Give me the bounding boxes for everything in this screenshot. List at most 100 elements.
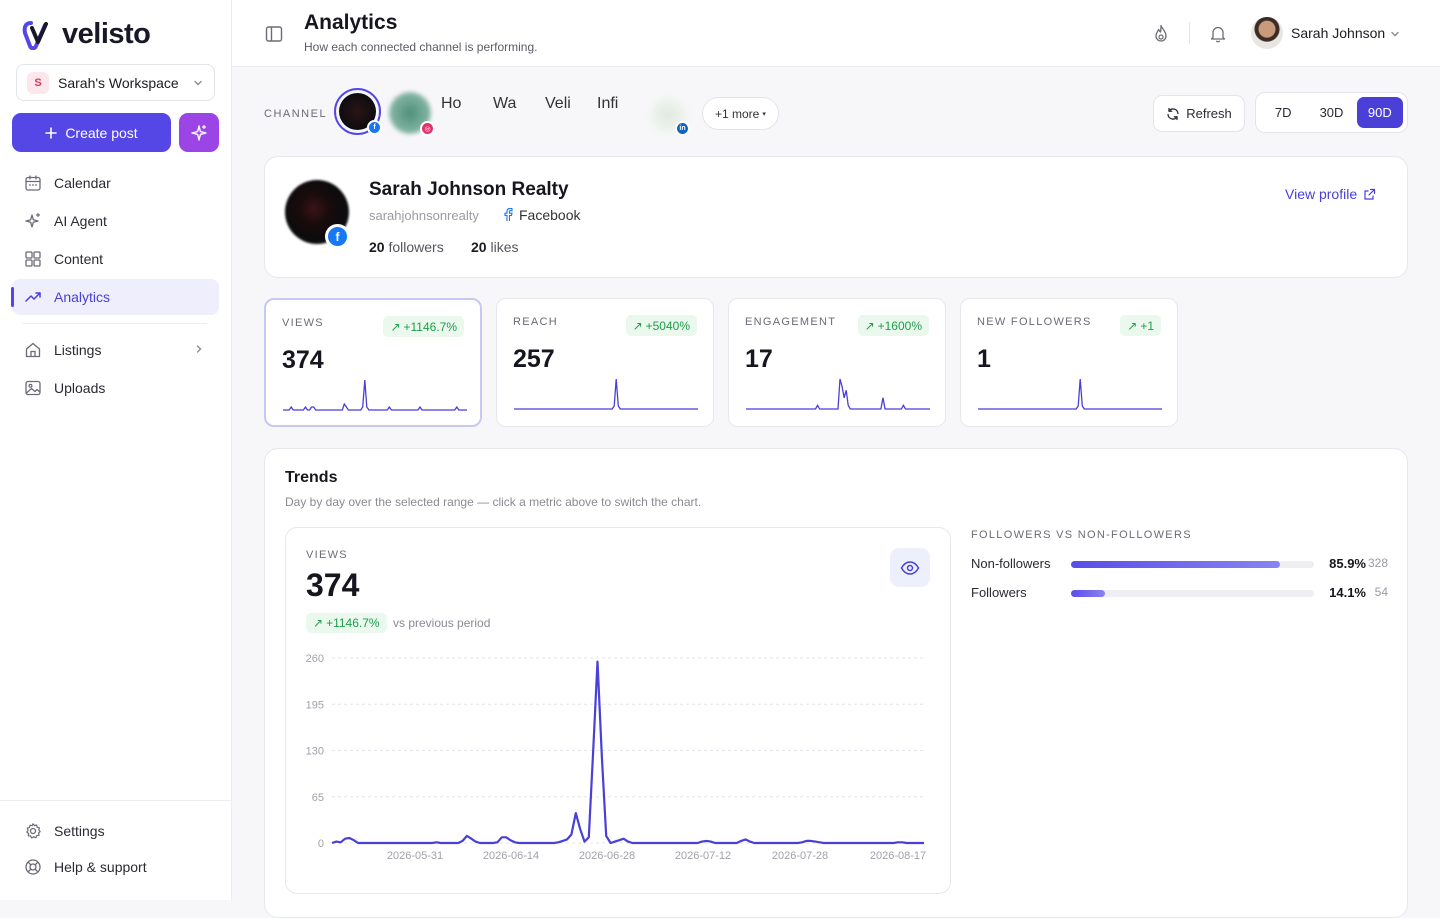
y-tick-label: 130 bbox=[306, 746, 324, 758]
nav-item-uploads[interactable]: Uploads bbox=[12, 370, 219, 406]
nav-label-listings: Listings bbox=[54, 342, 102, 358]
ai-generate-button[interactable] bbox=[179, 113, 219, 152]
audience-bar-fill bbox=[1071, 561, 1280, 568]
caret-down-icon: ▾ bbox=[762, 110, 766, 118]
nav-label-settings: Settings bbox=[54, 823, 105, 839]
likes-label: likes bbox=[490, 239, 519, 255]
metric-delta-value: +1600% bbox=[877, 318, 922, 333]
workspace-name: Sarah's Workspace bbox=[58, 74, 179, 91]
page-subtitle: How each connected channel is performing… bbox=[304, 40, 538, 54]
metric-card-views[interactable]: VIEWS ↗ +1146.7% 374 bbox=[264, 298, 482, 427]
channel-instagram[interactable]: ◎ bbox=[389, 92, 435, 136]
metric-sparkline bbox=[978, 378, 1162, 410]
audience-bar-track bbox=[1071, 561, 1314, 568]
metric-card-new-followers[interactable]: NEW FOLLOWERS ↗ +1 1 bbox=[960, 298, 1178, 427]
audience-bar-track bbox=[1071, 590, 1314, 597]
nav-label-content: Content bbox=[54, 251, 104, 267]
workspace-switcher[interactable]: S Sarah's Workspace bbox=[16, 64, 215, 101]
nav-label-analytics: Analytics bbox=[54, 289, 111, 305]
sidebar-toggle-icon[interactable] bbox=[264, 24, 284, 44]
metric-sparkline bbox=[746, 378, 930, 410]
metric-delta-badge: ↗ +5040% bbox=[625, 315, 697, 336]
channel-linkedin-5[interactable]: in bbox=[649, 96, 690, 136]
channel-label: CHANNEL bbox=[264, 108, 328, 120]
profile-card bbox=[264, 156, 1408, 278]
chart-delta-value: +1146.7% bbox=[326, 616, 380, 630]
create-post-button[interactable]: Create post bbox=[12, 113, 171, 152]
create-post-label: Create post bbox=[65, 124, 138, 141]
profile-platform-label: Facebook bbox=[519, 207, 581, 223]
channel-linkedin-3[interactable]: Veli in bbox=[545, 95, 585, 113]
user-avatar[interactable] bbox=[1251, 17, 1283, 49]
nav-item-analytics[interactable]: Analytics bbox=[11, 279, 219, 315]
metric-sparkline bbox=[283, 379, 467, 411]
visibility-toggle-button[interactable] bbox=[890, 548, 930, 587]
metric-card-reach[interactable]: REACH ↗ +5040% 257 bbox=[496, 298, 714, 427]
audience-row-followers: Followers 14.1% 54 bbox=[971, 585, 1388, 603]
range-7d-button[interactable]: 7D bbox=[1274, 105, 1292, 120]
y-tick-label: 65 bbox=[312, 792, 324, 804]
channel-linkedin-4[interactable]: Infi in bbox=[597, 95, 637, 113]
nav-label-uploads: Uploads bbox=[54, 380, 106, 396]
sparkles-icon bbox=[191, 124, 207, 141]
broken-image-label: Wa bbox=[493, 95, 517, 112]
channel-linkedin-1[interactable]: Ho in bbox=[441, 95, 481, 113]
external-link-icon bbox=[1364, 188, 1376, 200]
plus-icon bbox=[45, 126, 58, 139]
home-icon bbox=[25, 342, 41, 358]
nav-item-ai-agent[interactable]: AI Agent bbox=[12, 203, 219, 239]
x-tick-label: 2026-06-28 bbox=[579, 850, 635, 862]
nav-item-content[interactable]: Content bbox=[12, 241, 219, 277]
audience-row-non-followers: Non-followers 85.9% 328 bbox=[971, 556, 1388, 574]
top-header: Analytics How each connected channel is … bbox=[232, 0, 1440, 67]
range-30d-button[interactable]: 30D bbox=[1319, 105, 1344, 120]
chart-metric-label: VIEWS bbox=[306, 549, 348, 561]
page-title: Analytics bbox=[304, 11, 398, 34]
sparkles-icon bbox=[25, 212, 41, 228]
nav-item-listings[interactable]: Listings bbox=[12, 332, 219, 368]
header-divider bbox=[1189, 22, 1190, 44]
audience-row-label: Followers bbox=[971, 585, 1027, 600]
followers-stat: 20 followers bbox=[369, 239, 444, 255]
likes-count: 20 bbox=[471, 239, 487, 255]
nav-item-calendar[interactable]: Calendar bbox=[12, 165, 219, 201]
y-tick-label: 195 bbox=[306, 699, 324, 711]
chevron-down-icon bbox=[194, 80, 202, 85]
sidebar: velisto S Sarah's Workspace Create post … bbox=[0, 0, 232, 900]
flame-icon[interactable] bbox=[1152, 24, 1170, 44]
followers-count: 20 bbox=[369, 239, 385, 255]
view-profile-link[interactable]: View profile bbox=[1285, 186, 1376, 202]
metric-delta-value: +5040% bbox=[645, 318, 690, 333]
range-90d-button[interactable]: 90D bbox=[1356, 97, 1403, 128]
metric-label: VIEWS bbox=[282, 317, 324, 329]
audience-row-count: 328 bbox=[1367, 556, 1388, 570]
arrow-up-right-icon: ↗ bbox=[313, 616, 324, 630]
metric-delta-value: +1 bbox=[1140, 318, 1154, 333]
metric-card-engagement[interactable]: ENGAGEMENT ↗ +1600% 17 bbox=[728, 298, 946, 427]
sparkline-path bbox=[978, 378, 1162, 410]
workspace-avatar: S bbox=[27, 71, 49, 94]
brand-logo[interactable]: velisto bbox=[22, 18, 151, 51]
x-tick-label: 2026-07-12 bbox=[675, 850, 731, 862]
chart-card bbox=[285, 527, 951, 894]
channel-linkedin-2[interactable]: Wa in bbox=[493, 95, 533, 113]
more-channels-button[interactable]: +1 more ▾ bbox=[702, 97, 779, 130]
nav-label-help: Help & support bbox=[54, 859, 147, 875]
profile-name: Sarah Johnson Realty bbox=[369, 179, 569, 200]
nav-item-settings[interactable]: Settings bbox=[12, 813, 219, 849]
metric-value: 1 bbox=[977, 345, 991, 373]
sparkline-path bbox=[283, 379, 467, 411]
user-name[interactable]: Sarah Johnson bbox=[1291, 25, 1386, 41]
eye-icon bbox=[900, 560, 920, 575]
x-tick-label: 2026-07-28 bbox=[772, 850, 828, 862]
followers-label: followers bbox=[388, 239, 444, 255]
nav-item-help[interactable]: Help & support bbox=[12, 849, 219, 885]
instagram-icon: ◎ bbox=[420, 121, 435, 136]
bell-icon[interactable] bbox=[1209, 24, 1227, 43]
chevron-down-icon[interactable] bbox=[1389, 28, 1401, 40]
metric-value: 17 bbox=[745, 345, 773, 373]
refresh-button[interactable]: Refresh bbox=[1153, 95, 1245, 132]
metric-delta-badge: ↗ +1 bbox=[1120, 315, 1161, 336]
x-tick-label: 2026-06-14 bbox=[483, 850, 539, 862]
channel-facebook-selected[interactable]: f bbox=[334, 88, 382, 135]
